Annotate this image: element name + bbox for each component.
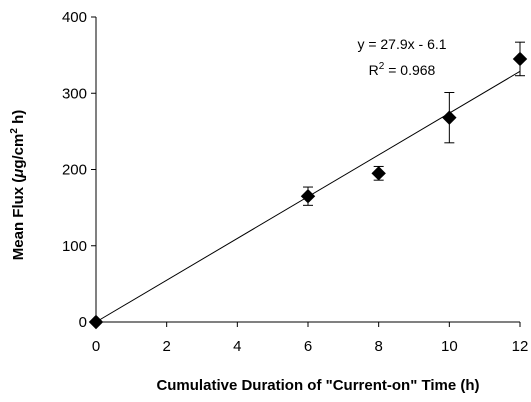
- r-squared-label: R2 = 0.968: [369, 61, 436, 78]
- x-axis-title: Cumulative Duration of "Current-on" Time…: [156, 377, 479, 394]
- x-tick-label: 10: [441, 338, 458, 355]
- x-tick-label: 8: [374, 338, 382, 355]
- x-tick-label: 6: [304, 338, 312, 355]
- x-tick-label: 0: [92, 338, 100, 355]
- trendline-equation: y = 27.9x - 6.1: [357, 36, 446, 52]
- y-tick-label: 200: [62, 162, 87, 179]
- y-axis-title: Mean Flux (μg/cm2 h): [9, 110, 27, 260]
- data-point: [512, 51, 528, 67]
- data-point: [442, 110, 457, 125]
- x-tick-label: 2: [162, 338, 170, 355]
- x-tick-label: 4: [233, 338, 241, 355]
- data-point: [300, 188, 316, 204]
- x-tick-label: 12: [512, 338, 529, 355]
- data-points-layer: [88, 41, 528, 330]
- y-tick-label: 300: [62, 85, 87, 102]
- axes: 0 100 200 300 400 0 2 4 6 8 10 12: [62, 9, 528, 355]
- y-tick-label: 100: [62, 238, 87, 255]
- data-point: [371, 166, 386, 181]
- y-tick-label: 0: [79, 314, 87, 331]
- y-tick-label: 400: [62, 9, 87, 26]
- data-point: [88, 314, 104, 330]
